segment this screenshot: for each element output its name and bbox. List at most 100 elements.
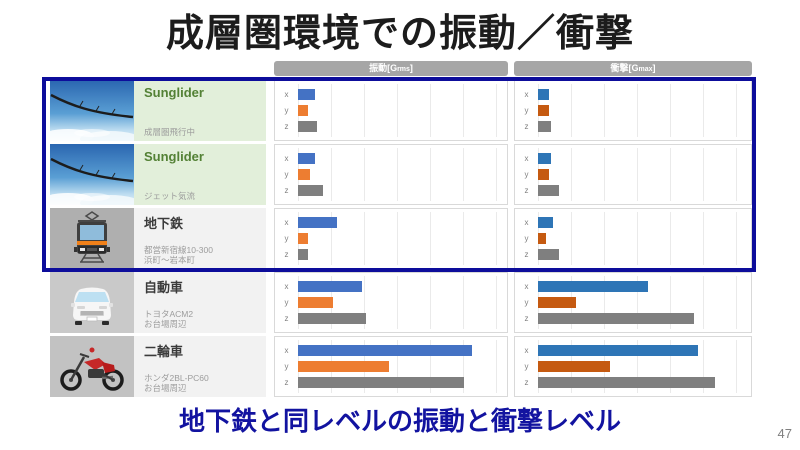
bar-line-y: y bbox=[515, 105, 749, 117]
vehicle-detail: 都営新宿線10-300 bbox=[144, 245, 213, 255]
bar-y bbox=[298, 361, 390, 372]
bar-line-x: x bbox=[515, 152, 749, 164]
shock-header-suffix: ] bbox=[652, 63, 656, 73]
axis-label-z: z bbox=[284, 186, 289, 196]
axis-label-x: x bbox=[524, 345, 529, 355]
bar-y bbox=[538, 233, 547, 244]
chart-gridlines bbox=[538, 148, 749, 201]
vehicle-detail: お台場周辺 bbox=[144, 319, 187, 329]
vehicle-detail: ホンダ2BL-PC60 bbox=[144, 373, 209, 383]
bar-track bbox=[298, 313, 505, 325]
bar-y bbox=[298, 169, 311, 180]
bar-x bbox=[538, 280, 648, 292]
page-number: 47 bbox=[777, 426, 792, 441]
axis-label-x: x bbox=[524, 89, 529, 99]
shock-header-text: 衝撃[G bbox=[610, 63, 639, 73]
bar-track bbox=[538, 297, 749, 308]
bar-y bbox=[538, 297, 576, 308]
bar-line-y: y bbox=[275, 361, 505, 373]
vehicle-name: 二輪車 bbox=[144, 344, 184, 359]
bar-line-x: x bbox=[275, 216, 505, 228]
bar-track bbox=[538, 313, 749, 325]
bar-line-x: x bbox=[515, 216, 749, 228]
vehicle-detail: ジェット気流 bbox=[144, 191, 196, 201]
bar-line-x: x bbox=[275, 344, 505, 356]
bar-x bbox=[538, 216, 553, 228]
row-label-cell: 自動車 トヨタACM2 お台場周辺 bbox=[134, 272, 266, 333]
sunglider-photo bbox=[50, 144, 134, 205]
page-title: 成層圏環境での振動／衝撃 bbox=[165, 13, 634, 55]
bar-track bbox=[538, 152, 749, 164]
axis-label-z: z bbox=[524, 250, 529, 260]
bar-line-y: y bbox=[275, 297, 505, 309]
axis-label-y: y bbox=[524, 106, 529, 115]
row-label-cell: 二輪車 ホンダ2BL-PC60 お台場周辺 bbox=[134, 336, 266, 397]
vehicle-detail: トヨタACM2 bbox=[144, 309, 194, 319]
bar-z bbox=[538, 377, 716, 389]
axis-label-x: x bbox=[524, 153, 529, 163]
axis-label-z: z bbox=[524, 314, 529, 324]
vibration-column-header: 振動[Grms] bbox=[274, 61, 508, 76]
bar-track bbox=[298, 233, 505, 244]
bar-y bbox=[298, 105, 309, 116]
axis-label-z: z bbox=[524, 186, 529, 196]
bar-line-x: x bbox=[515, 344, 749, 356]
bar-track bbox=[538, 249, 749, 261]
axis-label-z: z bbox=[284, 314, 289, 324]
bar-x bbox=[298, 88, 315, 100]
bar-track bbox=[538, 216, 749, 228]
motorcycle-icon bbox=[50, 336, 134, 397]
bar-track bbox=[298, 297, 505, 308]
bar-track bbox=[298, 88, 505, 100]
axis-label-y: y bbox=[284, 170, 289, 179]
vehicle-name: 地下鉄 bbox=[144, 216, 184, 231]
bar-track bbox=[298, 344, 505, 356]
bar-z bbox=[538, 313, 695, 325]
bar-z bbox=[298, 249, 309, 261]
row-label-cell: 地下鉄 都営新宿線10-300 浜町〜岩本町 bbox=[134, 208, 266, 269]
vehicle-name: Sunglider bbox=[144, 149, 204, 164]
axis-label-x: x bbox=[284, 281, 289, 291]
axis-label-y: y bbox=[524, 234, 529, 243]
bar-track bbox=[538, 233, 749, 244]
axis-label-y: y bbox=[524, 170, 529, 179]
bar-track bbox=[298, 185, 505, 197]
bar-line-y: y bbox=[515, 297, 749, 309]
bar-line-z: z bbox=[515, 249, 749, 261]
bar-line-z: z bbox=[515, 121, 749, 133]
bar-track bbox=[538, 121, 749, 133]
axis-label-y: y bbox=[284, 298, 289, 307]
vibration-header-suffix: ] bbox=[409, 63, 413, 73]
bar-y bbox=[538, 105, 549, 116]
vibration-header-text: 振動[G bbox=[369, 63, 398, 73]
bar-x bbox=[298, 344, 472, 356]
chart-gridlines bbox=[538, 84, 749, 137]
bar-track bbox=[298, 121, 505, 133]
bar-track bbox=[298, 152, 505, 164]
bar-line-x: x bbox=[515, 88, 749, 100]
axis-label-z: z bbox=[284, 250, 289, 260]
bar-y bbox=[298, 233, 309, 244]
bar-z bbox=[298, 377, 464, 389]
bar-track bbox=[298, 280, 505, 292]
shock-column-header: 衝撃[Gmax] bbox=[514, 61, 752, 76]
conclusion-message: 地下鉄と同レベルの振動と衝撃レベル bbox=[178, 406, 621, 436]
bar-line-z: z bbox=[515, 377, 749, 389]
bar-z bbox=[538, 249, 560, 261]
bar-line-z: z bbox=[275, 249, 505, 261]
bar-track bbox=[538, 344, 749, 356]
